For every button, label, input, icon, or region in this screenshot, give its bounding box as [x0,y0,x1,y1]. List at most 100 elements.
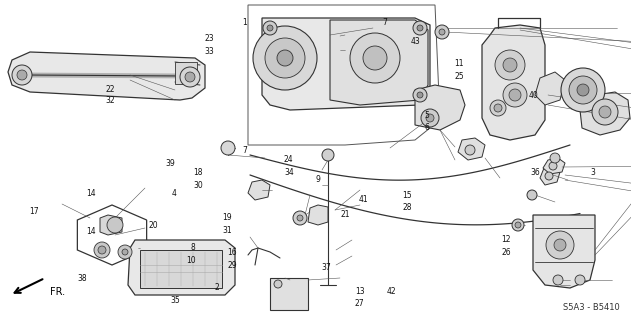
Circle shape [94,242,110,258]
Polygon shape [8,52,205,100]
Polygon shape [580,92,630,135]
Polygon shape [330,20,428,105]
Circle shape [515,222,521,228]
Circle shape [122,249,128,255]
Text: 24: 24 [284,156,293,164]
Circle shape [221,141,235,155]
Text: 20: 20 [148,221,158,230]
Text: 43: 43 [410,37,420,46]
Circle shape [185,72,195,82]
Text: 30: 30 [194,181,203,190]
Text: 19: 19 [222,213,232,222]
Circle shape [592,99,618,125]
Text: 36: 36 [530,168,540,177]
Text: 29: 29 [227,261,237,270]
Text: 27: 27 [355,300,365,308]
Polygon shape [262,18,430,110]
Circle shape [439,29,445,35]
Circle shape [465,145,475,155]
Text: 6: 6 [424,124,429,132]
Circle shape [554,239,566,251]
Circle shape [12,65,32,85]
Circle shape [503,83,527,107]
Polygon shape [543,158,565,174]
Bar [270,278,308,310]
Circle shape [413,21,427,35]
Polygon shape [458,138,485,160]
Text: 4: 4 [172,189,177,198]
Text: 16: 16 [227,248,237,257]
Text: FR.: FR. [50,287,65,297]
Circle shape [417,25,423,31]
Circle shape [561,68,605,112]
Circle shape [550,153,560,163]
Circle shape [297,215,303,221]
Text: S5A3 - B5410: S5A3 - B5410 [563,303,620,313]
Text: 2: 2 [215,284,220,292]
Text: 8: 8 [191,244,196,252]
Text: 31: 31 [222,226,232,235]
Text: 14: 14 [86,228,97,236]
Circle shape [495,50,525,80]
Circle shape [545,172,553,180]
Text: 3: 3 [590,168,595,177]
Text: 7: 7 [382,18,387,27]
Circle shape [546,231,574,259]
Text: 42: 42 [386,287,396,296]
Circle shape [549,162,557,170]
Polygon shape [100,215,122,235]
Circle shape [599,106,611,118]
Bar [175,62,197,84]
Circle shape [435,25,449,39]
Circle shape [421,109,439,127]
Circle shape [322,149,334,161]
Circle shape [107,217,123,233]
Polygon shape [482,25,545,140]
Circle shape [553,275,563,285]
Text: 7: 7 [242,146,247,155]
Circle shape [490,100,506,116]
Circle shape [267,25,273,31]
Text: 1: 1 [242,18,247,27]
Circle shape [426,114,434,122]
Circle shape [277,50,293,66]
Text: 14: 14 [86,189,97,198]
Text: 34: 34 [284,168,293,177]
Circle shape [253,26,317,90]
Circle shape [569,76,597,104]
Circle shape [575,275,585,285]
Text: 39: 39 [165,159,175,168]
Text: 18: 18 [194,168,203,177]
Circle shape [363,46,387,70]
Text: 35: 35 [170,296,180,305]
Text: 15: 15 [403,191,412,200]
Polygon shape [535,72,565,105]
Circle shape [350,33,400,83]
Polygon shape [415,85,465,130]
Text: 32: 32 [105,96,115,105]
Circle shape [98,246,106,254]
Polygon shape [533,215,595,288]
Circle shape [503,58,517,72]
Text: 38: 38 [78,274,87,283]
Polygon shape [540,166,560,185]
Circle shape [417,92,423,98]
Text: 17: 17 [30,207,39,216]
Text: 33: 33 [205,47,215,56]
Circle shape [263,21,277,35]
Text: 28: 28 [403,204,412,212]
Text: 41: 41 [358,196,368,204]
Text: 22: 22 [105,85,115,94]
Circle shape [577,84,589,96]
Polygon shape [128,240,235,295]
Polygon shape [248,180,270,200]
Circle shape [494,104,502,112]
Circle shape [413,88,427,102]
Circle shape [512,219,524,231]
Text: 23: 23 [205,34,215,43]
Text: 40: 40 [528,92,538,100]
Circle shape [118,245,132,259]
Text: 26: 26 [502,248,511,257]
Text: 13: 13 [355,287,365,296]
Text: 11: 11 [454,60,464,68]
